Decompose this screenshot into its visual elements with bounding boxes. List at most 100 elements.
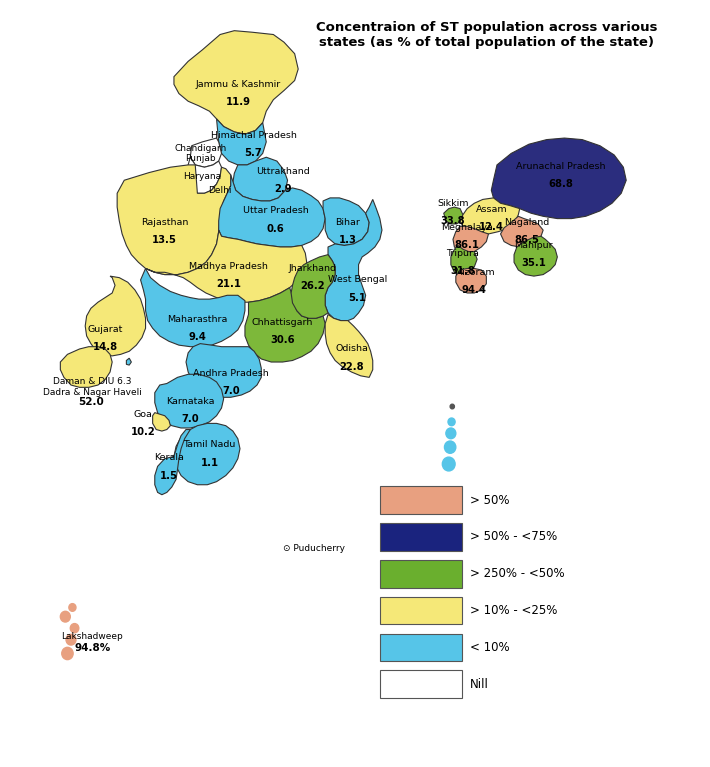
Polygon shape xyxy=(219,175,325,247)
Text: Uttar Pradesh: Uttar Pradesh xyxy=(243,206,308,216)
FancyBboxPatch shape xyxy=(380,634,462,661)
Text: Chhattisgarh: Chhattisgarh xyxy=(252,318,313,327)
Text: 5.1: 5.1 xyxy=(348,292,366,303)
Text: Sikkim: Sikkim xyxy=(437,199,469,208)
Polygon shape xyxy=(217,119,266,165)
Text: Maharasthra: Maharasthra xyxy=(167,315,228,324)
Text: > 250% - <50%: > 250% - <50% xyxy=(470,568,564,580)
FancyBboxPatch shape xyxy=(380,670,462,698)
Text: Lakshadweep: Lakshadweep xyxy=(62,632,123,641)
Circle shape xyxy=(448,418,455,426)
Polygon shape xyxy=(444,207,463,224)
Text: Assam: Assam xyxy=(476,205,507,214)
Text: 31.8: 31.8 xyxy=(450,265,476,276)
Text: 52.0: 52.0 xyxy=(78,397,104,407)
Polygon shape xyxy=(291,255,335,318)
Polygon shape xyxy=(186,157,222,193)
Text: 22.8: 22.8 xyxy=(339,361,364,372)
Text: 94.4: 94.4 xyxy=(462,285,487,295)
Circle shape xyxy=(60,611,70,622)
Text: 5.7: 5.7 xyxy=(244,148,263,159)
Text: West Bengal: West Bengal xyxy=(327,275,387,285)
Text: 7.0: 7.0 xyxy=(182,413,199,424)
Text: Rajasthan: Rajasthan xyxy=(141,218,188,227)
Polygon shape xyxy=(213,183,226,196)
Text: 1.5: 1.5 xyxy=(160,470,178,481)
Text: Jammu & Kashmir: Jammu & Kashmir xyxy=(195,80,280,89)
Text: Himachal Pradesh: Himachal Pradesh xyxy=(211,131,296,140)
Text: ⊙ Puducherry: ⊙ Puducherry xyxy=(283,544,345,553)
Polygon shape xyxy=(60,347,112,387)
Text: Uttrakhand: Uttrakhand xyxy=(256,166,310,176)
Polygon shape xyxy=(186,344,261,397)
Polygon shape xyxy=(501,216,543,247)
Circle shape xyxy=(442,457,455,471)
Text: Manipur: Manipur xyxy=(515,241,553,250)
Polygon shape xyxy=(146,230,307,302)
Text: Bihar: Bihar xyxy=(335,218,361,227)
Text: Delhi: Delhi xyxy=(208,186,232,195)
Polygon shape xyxy=(126,358,131,365)
Text: 12.4: 12.4 xyxy=(479,222,504,232)
Text: Haryana: Haryana xyxy=(183,172,222,181)
Polygon shape xyxy=(141,268,245,347)
Text: < 10%: < 10% xyxy=(470,641,510,653)
Polygon shape xyxy=(190,138,222,167)
Circle shape xyxy=(450,404,454,409)
Text: 9.4: 9.4 xyxy=(188,332,207,343)
Polygon shape xyxy=(174,423,240,485)
Text: Karnataka: Karnataka xyxy=(166,397,214,406)
Text: Jharkhand: Jharkhand xyxy=(288,264,337,273)
Text: 21.1: 21.1 xyxy=(216,278,241,289)
Circle shape xyxy=(62,647,73,660)
Text: Mizoram: Mizoram xyxy=(454,268,495,277)
Text: 68.8: 68.8 xyxy=(548,179,574,189)
Polygon shape xyxy=(460,198,520,234)
Text: Chandigarh
Punjab: Chandigarh Punjab xyxy=(175,143,227,163)
Text: Concentraion of ST population across various
states (as % of total population of: Concentraion of ST population across var… xyxy=(316,21,657,50)
Text: Kerala: Kerala xyxy=(154,453,184,463)
Text: Tamil Nadu: Tamil Nadu xyxy=(183,440,236,449)
FancyBboxPatch shape xyxy=(380,560,462,588)
Text: Odisha: Odisha xyxy=(335,344,368,354)
Text: Madhya Pradesh: Madhya Pradesh xyxy=(189,262,268,271)
Text: 94.8%: 94.8% xyxy=(74,643,111,653)
Text: 86.5: 86.5 xyxy=(514,235,540,245)
Text: Tripura: Tripura xyxy=(447,249,479,258)
FancyBboxPatch shape xyxy=(380,597,462,624)
Text: Goa: Goa xyxy=(134,410,153,419)
Polygon shape xyxy=(174,31,298,134)
Text: Meghalaya: Meghalaya xyxy=(441,223,493,232)
Text: 11.9: 11.9 xyxy=(225,97,251,107)
Polygon shape xyxy=(153,413,170,431)
Text: > 50%: > 50% xyxy=(470,494,510,506)
Text: 13.5: 13.5 xyxy=(152,235,178,245)
Circle shape xyxy=(66,634,76,645)
Text: Andhra Pradesh: Andhra Pradesh xyxy=(193,369,268,378)
Text: 2.9: 2.9 xyxy=(274,183,291,194)
Circle shape xyxy=(444,441,456,453)
Polygon shape xyxy=(233,157,288,201)
Polygon shape xyxy=(514,236,557,276)
Text: > 10% - <25%: > 10% - <25% xyxy=(470,604,557,617)
Polygon shape xyxy=(451,245,477,275)
Text: 30.6: 30.6 xyxy=(271,334,295,345)
Text: > 50% - <75%: > 50% - <75% xyxy=(470,531,557,543)
Text: 1.1: 1.1 xyxy=(200,457,219,468)
Text: 26.2: 26.2 xyxy=(300,281,324,291)
FancyBboxPatch shape xyxy=(380,486,462,514)
Polygon shape xyxy=(245,288,325,362)
Polygon shape xyxy=(456,268,486,293)
Text: Nagaland: Nagaland xyxy=(504,218,550,227)
Polygon shape xyxy=(155,430,190,495)
Text: Nill: Nill xyxy=(470,678,489,690)
Text: 86.1: 86.1 xyxy=(454,240,480,251)
Polygon shape xyxy=(325,314,373,377)
Polygon shape xyxy=(85,276,146,356)
Text: Gujarat: Gujarat xyxy=(87,325,123,334)
Text: 1.3: 1.3 xyxy=(339,235,357,245)
Text: Arunachal Pradesh: Arunachal Pradesh xyxy=(516,162,606,171)
Text: 10.2: 10.2 xyxy=(131,426,155,437)
Polygon shape xyxy=(155,374,224,428)
Polygon shape xyxy=(323,198,369,245)
